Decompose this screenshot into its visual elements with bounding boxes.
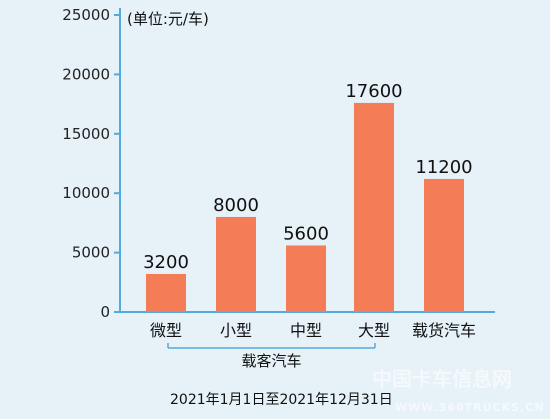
- data-label: 5600: [283, 223, 329, 244]
- watermark-url: WWW.360TRUCKS.CN: [395, 401, 545, 414]
- x-axis: 微型 小型 中型 大型 载货汽车: [150, 321, 476, 340]
- bar: [424, 178, 464, 312]
- bars: 3200 8000 5600 17600 11200: [143, 81, 473, 312]
- data-label: 8000: [213, 195, 259, 216]
- data-label: 17600: [345, 81, 402, 102]
- y-tick-label: 15000: [62, 125, 110, 143]
- y-tick-label: 25000: [62, 6, 110, 24]
- x-tick-label: 微型: [150, 321, 182, 340]
- group-label: 载客汽车: [241, 352, 301, 370]
- y-tick-label: 10000: [62, 184, 110, 202]
- footer-date-range: 2021年1月1日至2021年12月31日: [170, 392, 393, 408]
- x-tick-label: 载货汽车: [412, 321, 476, 340]
- group-bracket: 载客汽车: [167, 343, 376, 370]
- data-label: 11200: [415, 157, 472, 178]
- data-label: 3200: [143, 252, 189, 273]
- bar: [146, 273, 186, 312]
- bar: [354, 102, 394, 312]
- x-tick-label: 大型: [358, 321, 390, 340]
- bar: [286, 245, 326, 312]
- bar: [216, 216, 256, 312]
- y-tick-label: 5000: [72, 244, 110, 262]
- x-tick-label: 小型: [220, 321, 252, 340]
- watermark-text: 中国卡车信息网: [372, 367, 512, 391]
- x-tick-label: 中型: [290, 321, 322, 340]
- y-tick-label: 20000: [62, 65, 110, 83]
- unit-label: (单位:元/车): [127, 10, 209, 28]
- y-axis: 0 5000 10000 15000 20000 25000: [62, 6, 120, 321]
- y-tick-label: 0: [100, 303, 110, 321]
